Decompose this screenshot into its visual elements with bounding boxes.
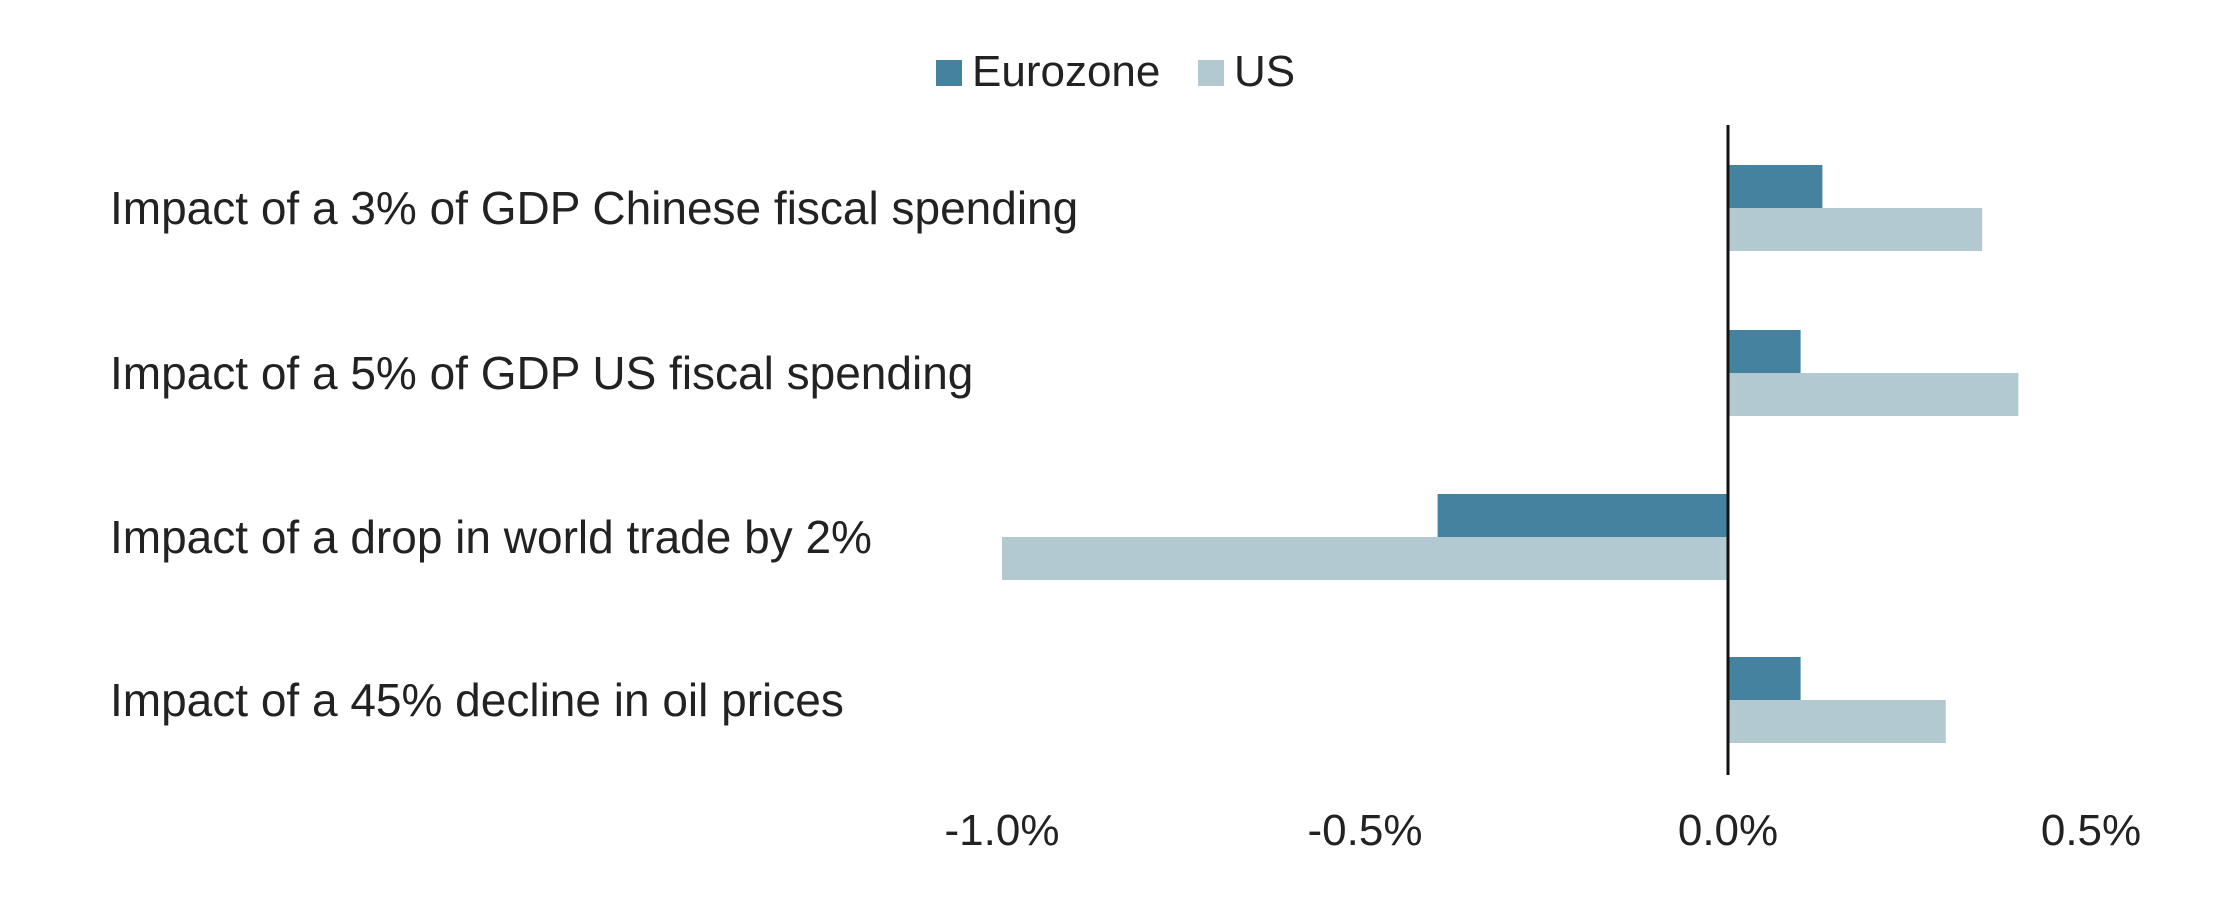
- bar-eurozone: [1437, 494, 1728, 537]
- legend-swatch-us: [1198, 60, 1224, 86]
- x-tick-label: 0.0%: [1678, 806, 1778, 855]
- category-label: Impact of a 5% of GDP US fiscal spending: [110, 347, 973, 399]
- legend-label-eurozone: Eurozone: [972, 47, 1160, 96]
- bar-us: [1728, 373, 2019, 416]
- bar-us: [1728, 208, 1983, 251]
- bar-eurozone: [1728, 330, 1801, 373]
- x-tick-label: 0.5%: [2041, 806, 2141, 855]
- category-label: Impact of a 45% decline in oil prices: [110, 674, 844, 726]
- x-tick-label: -0.5%: [1308, 806, 1423, 855]
- x-tick-label: -1.0%: [945, 806, 1060, 855]
- legend-swatch-eurozone: [936, 60, 962, 86]
- bar-eurozone: [1728, 657, 1801, 700]
- category-label: Impact of a 3% of GDP Chinese fiscal spe…: [110, 182, 1078, 234]
- bar-us: [1728, 700, 1946, 743]
- legend: Eurozone US: [936, 47, 1295, 96]
- bar-us: [1002, 537, 1728, 580]
- bar-eurozone: [1728, 165, 1823, 208]
- category-label: Impact of a drop in world trade by 2%: [110, 511, 872, 563]
- legend-label-us: US: [1234, 47, 1295, 96]
